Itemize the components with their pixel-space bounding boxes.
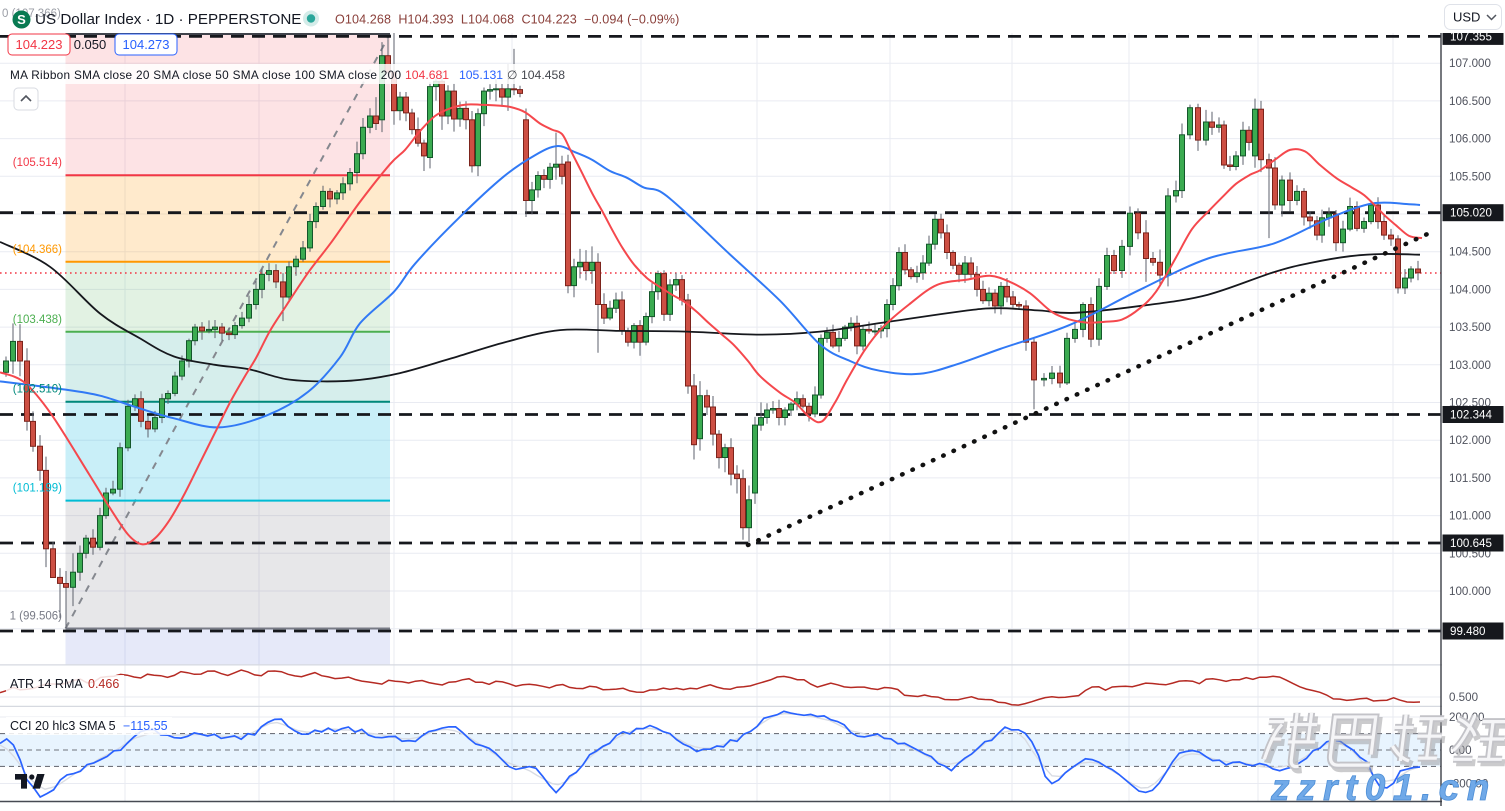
svg-text:101.500: 101.500 <box>1449 472 1491 485</box>
svg-text:(103.438): (103.438) <box>13 314 62 326</box>
svg-text:104.500: 104.500 <box>1449 246 1491 259</box>
svg-text:1 (99.506): 1 (99.506) <box>10 611 63 623</box>
svg-text:106.000: 106.000 <box>1449 133 1491 146</box>
svg-text:103.500: 103.500 <box>1449 321 1491 334</box>
svg-text:(101.199): (101.199) <box>13 483 62 495</box>
svg-text:107.355: 107.355 <box>1450 30 1492 43</box>
svg-text:104.000: 104.000 <box>1449 283 1491 296</box>
svg-text:S: S <box>17 12 26 27</box>
svg-text:0.500: 0.500 <box>1449 691 1478 704</box>
svg-text:102.000: 102.000 <box>1449 434 1491 447</box>
svg-text:(105.514): (105.514) <box>13 157 62 169</box>
svg-text:CCI 20 hlc3 SMA 5: CCI 20 hlc3 SMA 5 <box>10 719 116 733</box>
svg-text:−115.55: −115.55 <box>123 719 168 733</box>
svg-text:US Dollar Index · 1D · PEPPERS: US Dollar Index · 1D · PEPPERSTONE <box>35 11 301 28</box>
svg-text:104.223: 104.223 <box>16 37 63 52</box>
svg-text:103.000: 103.000 <box>1449 359 1491 372</box>
svg-text:MA Ribbon SMA close 20 SMA clo: MA Ribbon SMA close 20 SMA close 50 SMA … <box>10 68 401 82</box>
svg-text:(104.366): (104.366) <box>13 244 62 256</box>
svg-text:101.000: 101.000 <box>1449 510 1491 523</box>
svg-text:0.050: 0.050 <box>74 37 107 52</box>
svg-text:zzrt01.cn: zzrt01.cn <box>1270 767 1497 806</box>
svg-text:100.000: 100.000 <box>1449 585 1491 598</box>
svg-text:105.020: 105.020 <box>1450 207 1492 220</box>
svg-text:104.273: 104.273 <box>123 37 170 52</box>
svg-text:99.480: 99.480 <box>1450 625 1485 638</box>
svg-text:104.681: 104.681 <box>405 68 449 82</box>
svg-text:100.645: 100.645 <box>1450 537 1492 550</box>
svg-text:105.500: 105.500 <box>1449 170 1491 183</box>
svg-text:(102.510): (102.510) <box>13 384 62 396</box>
svg-text:ATR 14 RMA: ATR 14 RMA <box>10 677 83 691</box>
svg-text:107.000: 107.000 <box>1449 57 1491 70</box>
svg-text:106.500: 106.500 <box>1449 95 1491 108</box>
svg-text:102.344: 102.344 <box>1450 409 1492 422</box>
svg-text:USD: USD <box>1453 10 1480 25</box>
svg-text:O104.268 H104.393 L104.068: O104.268 H104.393 L104.068 C104.223 −0.0… <box>335 13 679 27</box>
svg-text:-200.00: -200.00 <box>1449 778 1488 791</box>
svg-text:105.131: 105.131 <box>459 68 503 82</box>
svg-text:∅ 104.458: ∅ 104.458 <box>507 68 565 82</box>
svg-text:0.466: 0.466 <box>88 677 119 691</box>
